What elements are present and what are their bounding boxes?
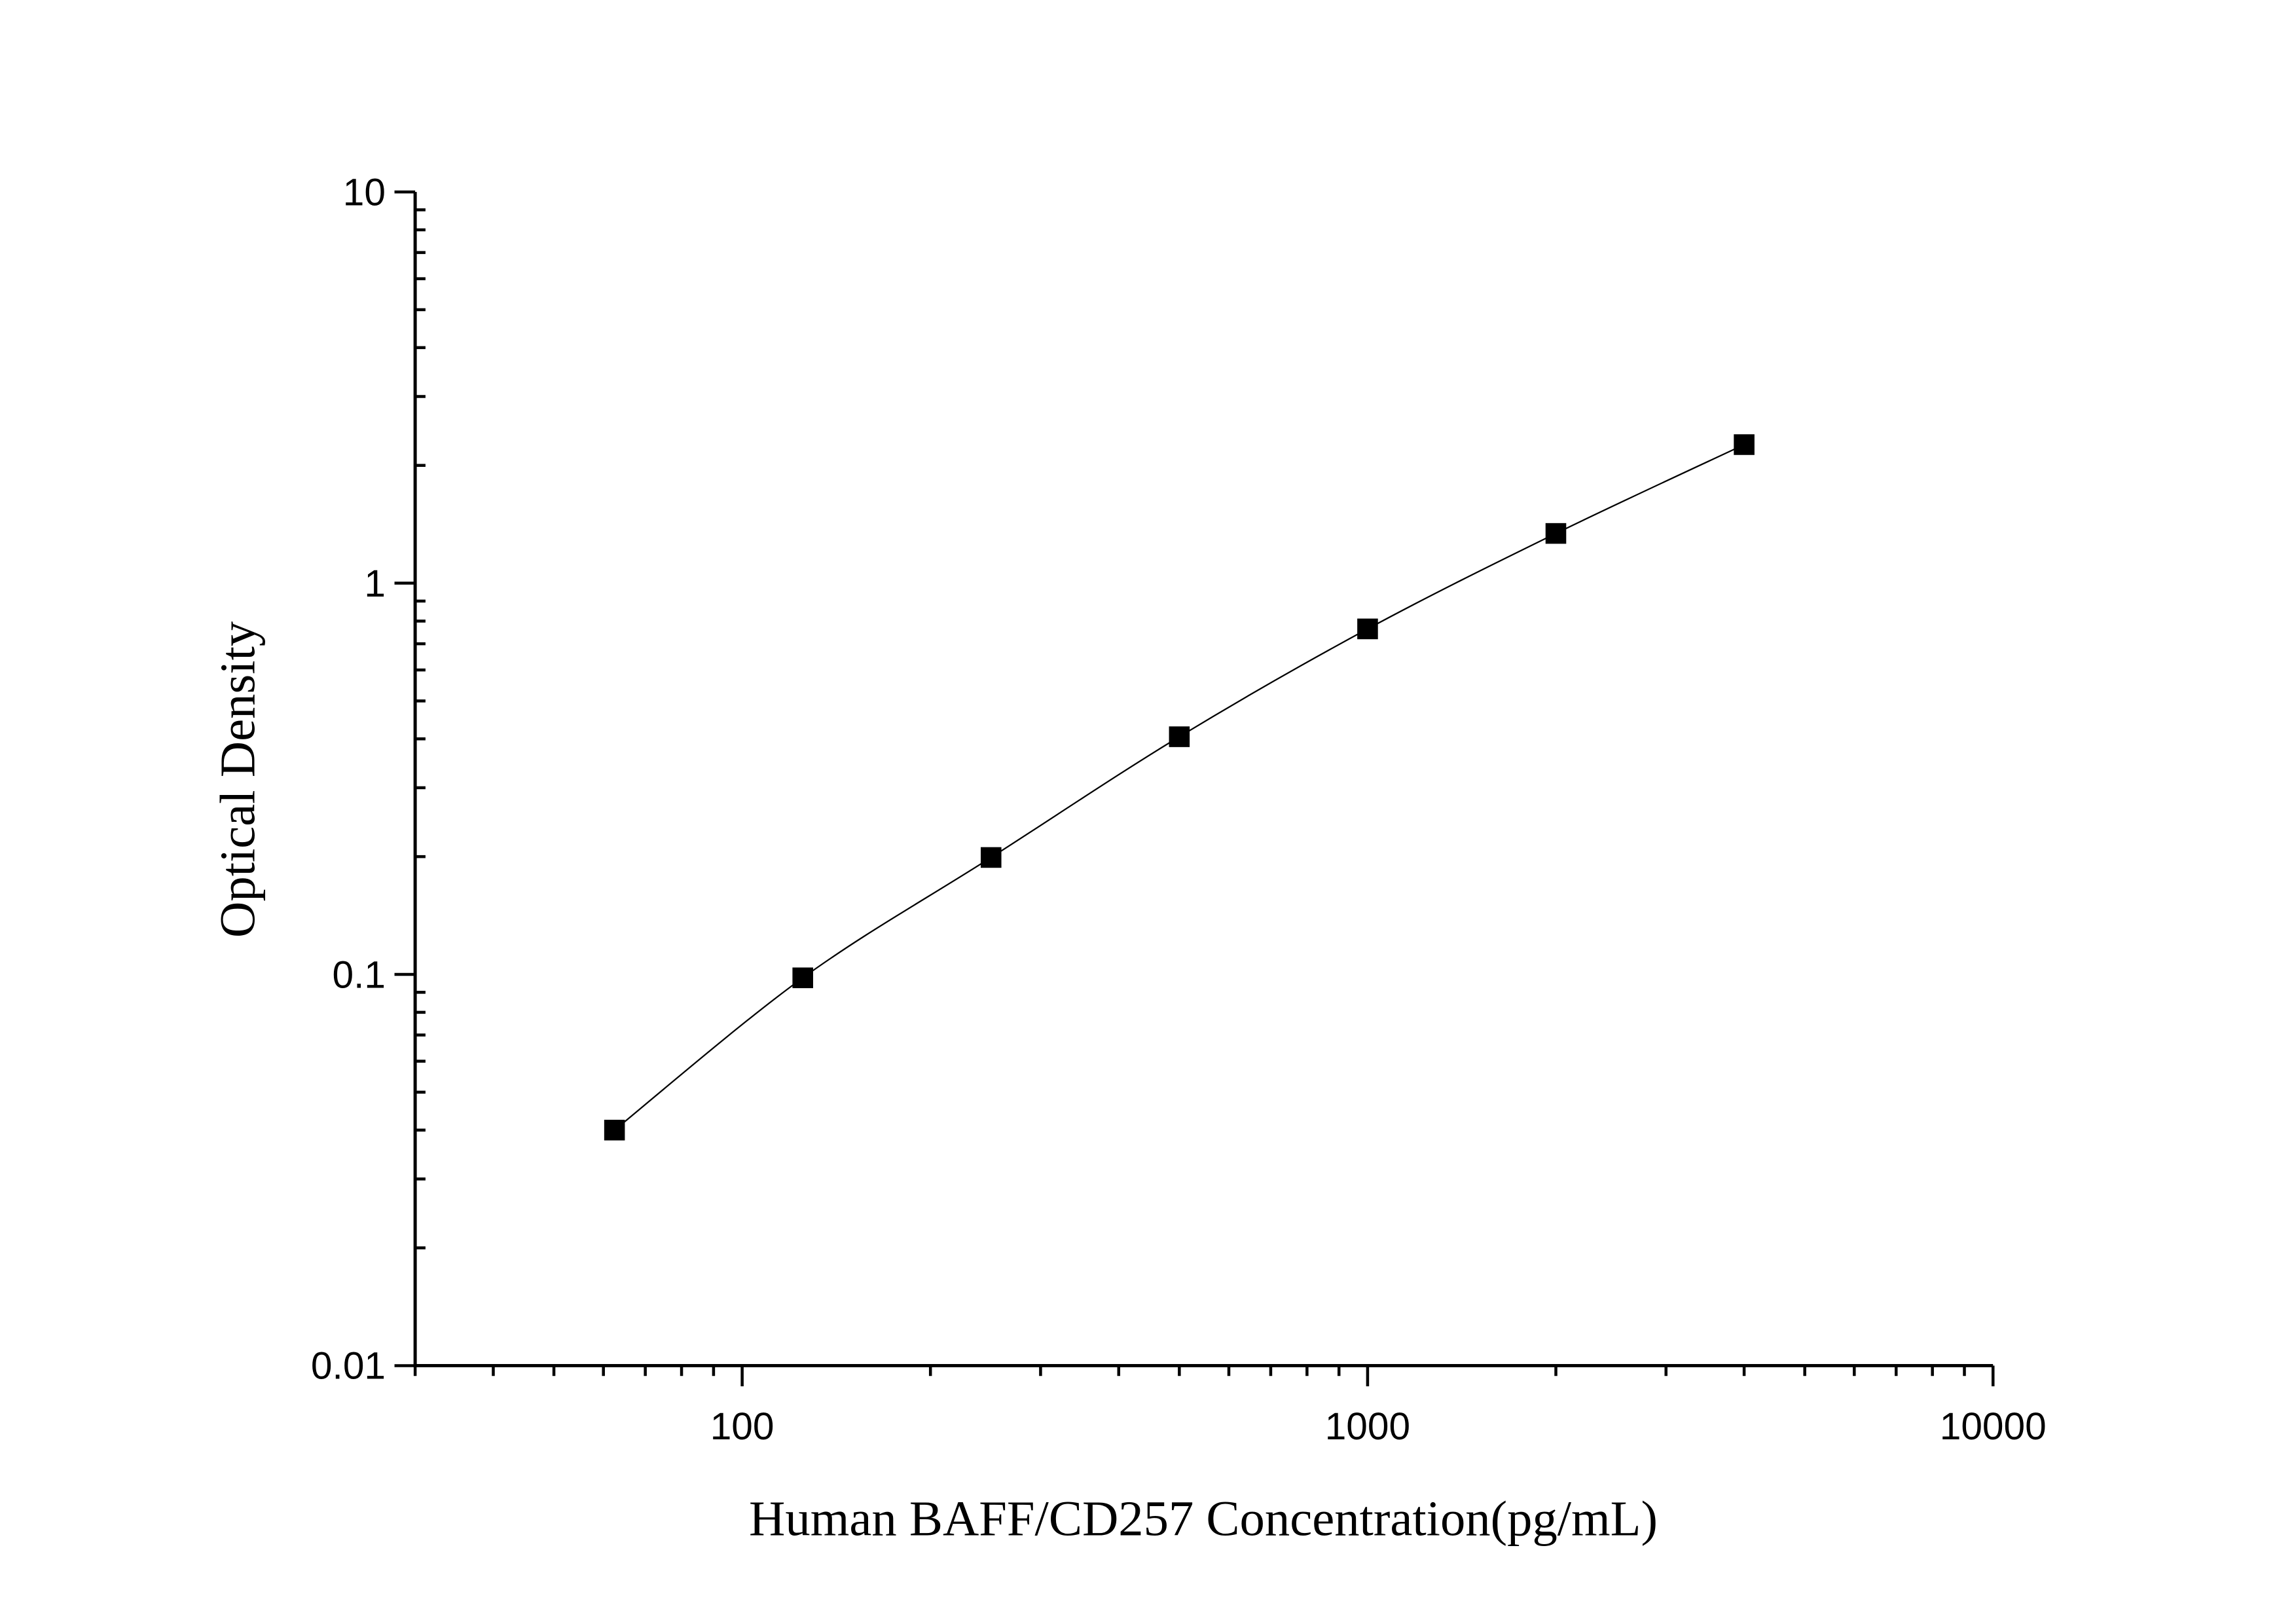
data-point [1734,434,1755,455]
x-axis-title: Human BAFF/CD257 Concentration(pg/mL) [749,1491,1658,1547]
data-point [980,847,1002,868]
y-tick-label: 0.01 [311,1345,386,1388]
x-tick-label: 10000 [1940,1405,2047,1448]
y-tick-label: 1 [364,563,386,605]
data-point [792,967,813,989]
axes [394,190,1995,1387]
fit-curve [613,443,1745,1131]
data-point [1545,523,1567,544]
data-point [1357,618,1378,640]
y-tick-label: 10 [343,171,386,213]
tick-labels: 0.01 0.1 1 10 100 1000 10000 [311,171,2047,1448]
y-tick-label: 0.1 [333,953,386,996]
data-point [604,1119,625,1141]
data-point [1169,726,1190,747]
data-points [604,434,1755,1141]
x-tick-label: 1000 [1325,1405,1410,1448]
y-axis-title: Optical Density [210,621,265,938]
x-tick-label: 100 [710,1405,774,1448]
